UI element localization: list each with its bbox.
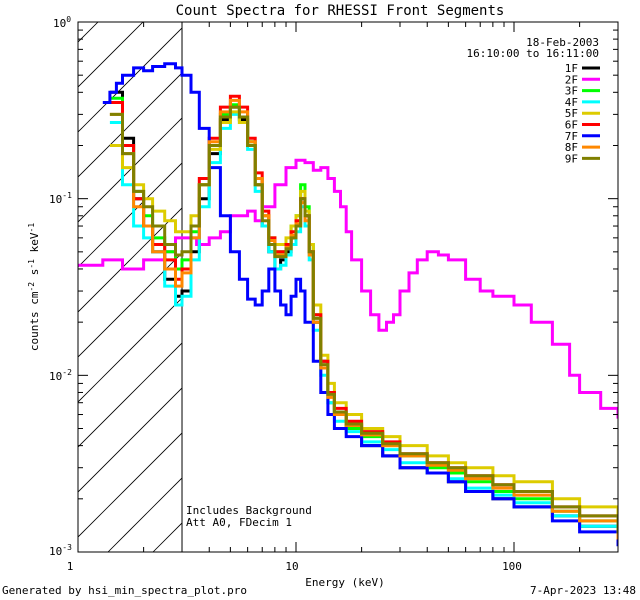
series-line-2f: [78, 158, 618, 419]
series-line-7f: [102, 62, 618, 547]
hatch-line: [78, 387, 183, 493]
axis-ticks: [77, 22, 619, 553]
y-tick-label-1e-3: 10-3: [49, 543, 72, 558]
y-axis-label: counts cm-2 s-1 keV-1: [27, 223, 41, 351]
y-tick-label-1e-2: 10-2: [49, 368, 72, 383]
footer-generated-by: Generated by hsi_min_spectra_plot.pro: [2, 584, 247, 597]
observation-date: 18-Feb-2003: [526, 36, 599, 49]
legend-label-6f: 6F: [565, 119, 578, 132]
series-line-9f: [109, 105, 618, 534]
hatch-line: [78, 432, 183, 538]
hatch-line: [78, 22, 144, 88]
annotation-background: Includes Background: [186, 504, 312, 517]
footer-timestamp: 7-Apr-2023 13:48: [530, 584, 636, 597]
legend-label-4f: 4F: [565, 96, 578, 109]
x-tick-label-1: 1: [67, 560, 74, 573]
hatched-region: [78, 22, 183, 552]
legend-label-3f: 3F: [565, 85, 578, 98]
legend-label-2f: 2F: [565, 73, 578, 86]
y-tick-label-1e0: 100: [53, 15, 71, 30]
x-axis-label: Energy (keV): [305, 576, 384, 589]
legend-label-5f: 5F: [565, 107, 578, 120]
series-line-5f: [109, 110, 618, 523]
annotation-attenuator: Att A0, FDecim 1: [186, 516, 292, 529]
plot-frame: [77, 21, 619, 553]
series-layer: [78, 62, 618, 547]
hatch-line: [78, 27, 183, 133]
legend-label-7f: 7F: [565, 130, 578, 143]
hatch-line: [78, 207, 183, 313]
hatch-line: [78, 162, 183, 268]
legend-label-1f: 1F: [565, 62, 578, 75]
observation-time-range: 16:10:00 to 16:11:00: [467, 47, 599, 60]
x-tick-label-10: 10: [285, 560, 298, 573]
chart-title: Count Spectra for RHESSI Front Segments: [176, 3, 505, 19]
x-tick-label-100: 100: [502, 560, 522, 573]
legend-label-8f: 8F: [565, 141, 578, 154]
y-tick-label-1e-1: 10-1: [49, 191, 72, 206]
legend-label-9f: 9F: [565, 152, 578, 165]
